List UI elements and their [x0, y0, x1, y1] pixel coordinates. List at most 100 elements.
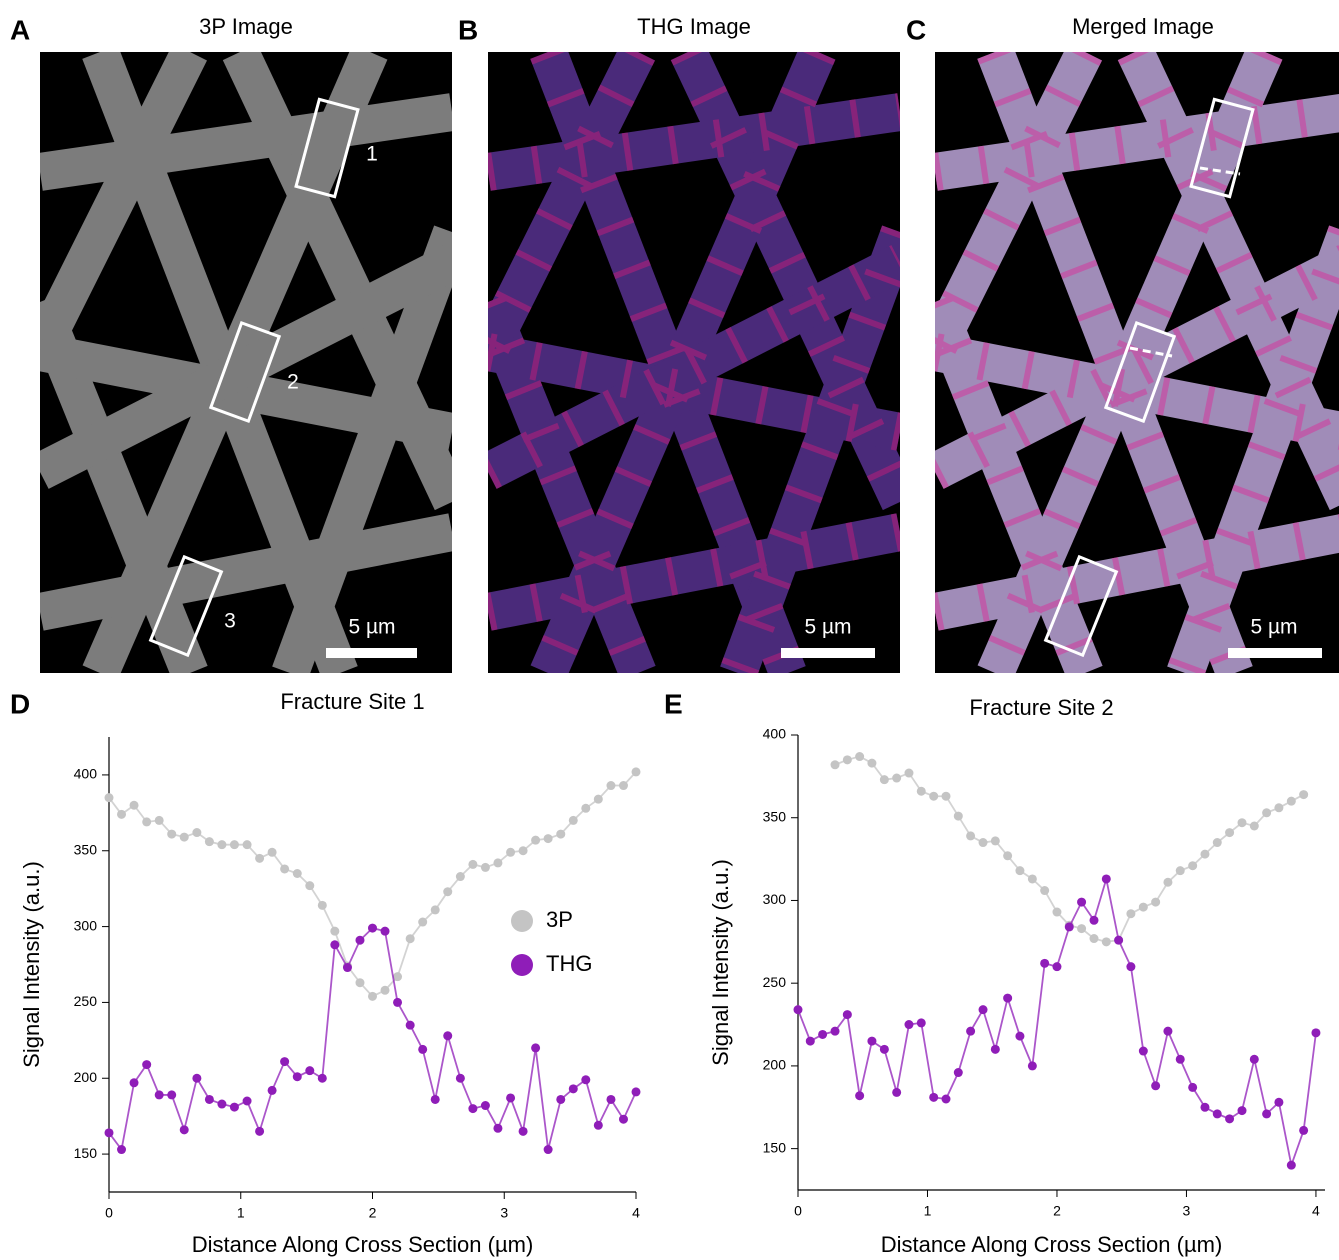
- data-point: [381, 986, 390, 995]
- legend-label: THG: [546, 951, 592, 976]
- data-point: [406, 1021, 415, 1030]
- scale-bar: [326, 648, 417, 658]
- data-point: [205, 1095, 214, 1104]
- chart-title: Fracture Site 2: [969, 695, 1113, 720]
- data-point: [1262, 808, 1271, 817]
- data-point: [632, 767, 641, 776]
- data-point: [991, 1045, 1000, 1054]
- data-point: [418, 918, 427, 927]
- panel-letter: B: [458, 14, 478, 45]
- y-axis-title: Signal Intensity (a.u.): [708, 859, 733, 1066]
- data-point: [1102, 874, 1111, 883]
- data-point: [1287, 1161, 1296, 1170]
- box-label: 1: [366, 143, 378, 166]
- data-point: [1139, 903, 1148, 912]
- data-point: [531, 836, 540, 845]
- data-point: [1200, 1103, 1209, 1112]
- data-point: [243, 840, 252, 849]
- data-point: [1287, 797, 1296, 806]
- data-point: [966, 1027, 975, 1036]
- data-point: [217, 1100, 226, 1109]
- y-tick-label: 150: [763, 1139, 787, 1155]
- y-tick-label: 300: [74, 917, 98, 933]
- data-point: [1090, 916, 1099, 925]
- data-point: [318, 901, 327, 910]
- legend-label: 3P: [546, 907, 573, 932]
- data-point: [1213, 1109, 1222, 1118]
- data-point: [1028, 1061, 1037, 1070]
- data-point: [343, 963, 352, 972]
- data-point: [991, 836, 1000, 845]
- y-tick-label: 150: [74, 1145, 98, 1161]
- data-point: [917, 1018, 926, 1027]
- data-point: [917, 787, 926, 796]
- data-point: [979, 838, 988, 847]
- panel-title: Merged Image: [1072, 14, 1214, 39]
- data-point: [1151, 898, 1160, 907]
- x-axis-title: Distance Along Cross Section (µm): [881, 1232, 1223, 1257]
- data-point: [855, 752, 864, 761]
- data-point: [569, 1084, 578, 1093]
- data-point: [867, 1037, 876, 1046]
- panel-letter: C: [906, 14, 926, 45]
- data-point: [280, 1057, 289, 1066]
- data-point: [230, 1103, 239, 1112]
- data-point: [1126, 909, 1135, 918]
- data-point: [806, 1037, 815, 1046]
- data-point: [929, 1093, 938, 1102]
- data-point: [1213, 838, 1222, 847]
- data-point: [280, 864, 289, 873]
- x-tick-label: 3: [500, 1205, 508, 1221]
- y-tick-label: 200: [763, 1057, 787, 1073]
- data-point: [1139, 1047, 1148, 1056]
- data-point: [1299, 790, 1308, 799]
- data-point: [1274, 803, 1283, 812]
- panel-title: THG Image: [637, 14, 751, 39]
- data-point: [581, 804, 590, 813]
- data-point: [544, 1145, 553, 1154]
- data-point: [892, 774, 901, 783]
- data-point: [481, 1101, 490, 1110]
- data-point: [330, 940, 339, 949]
- data-point: [544, 834, 553, 843]
- data-point: [1274, 1098, 1283, 1107]
- data-point: [1077, 898, 1086, 907]
- data-point: [355, 978, 364, 987]
- data-point: [293, 1072, 302, 1081]
- data-point: [954, 1068, 963, 1077]
- data-point: [406, 934, 415, 943]
- data-point: [1176, 866, 1185, 875]
- data-point: [606, 781, 615, 790]
- image-thg: [488, 52, 900, 673]
- data-point: [1225, 1114, 1234, 1123]
- data-point: [1040, 959, 1049, 968]
- data-point: [130, 1078, 139, 1087]
- data-point: [443, 1031, 452, 1040]
- data-point: [569, 816, 578, 825]
- data-point: [1299, 1126, 1308, 1135]
- scale-bar: [1228, 648, 1322, 658]
- data-point: [180, 1125, 189, 1134]
- data-point: [966, 831, 975, 840]
- panel-letter: D: [10, 688, 30, 719]
- data-point: [855, 1091, 864, 1100]
- data-point: [1250, 1055, 1259, 1064]
- box-label: 2: [287, 371, 299, 394]
- data-point: [581, 1075, 590, 1084]
- data-point: [843, 755, 852, 764]
- box-label: 3: [224, 610, 236, 633]
- legend-marker: [511, 954, 533, 976]
- data-point: [1238, 1106, 1247, 1115]
- scale-label: 5 µm: [348, 616, 395, 639]
- data-point: [180, 833, 189, 842]
- data-point: [632, 1087, 641, 1096]
- data-point: [130, 801, 139, 810]
- panel-letter: A: [10, 14, 30, 45]
- data-point: [1077, 924, 1086, 933]
- data-point: [979, 1005, 988, 1014]
- data-point: [818, 1030, 827, 1039]
- panel-letter: E: [664, 688, 683, 719]
- data-point: [531, 1043, 540, 1052]
- data-point: [594, 1121, 603, 1130]
- data-point: [1163, 1027, 1172, 1036]
